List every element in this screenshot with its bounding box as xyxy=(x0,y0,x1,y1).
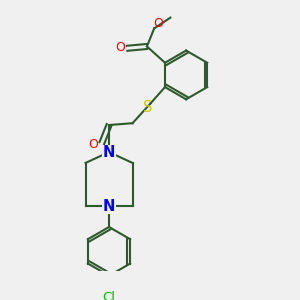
Text: O: O xyxy=(88,138,98,152)
Text: N: N xyxy=(103,199,115,214)
Text: O: O xyxy=(115,41,125,54)
Text: Cl: Cl xyxy=(103,291,116,300)
Text: N: N xyxy=(103,146,115,160)
Text: S: S xyxy=(143,100,152,116)
Text: O: O xyxy=(153,16,163,29)
